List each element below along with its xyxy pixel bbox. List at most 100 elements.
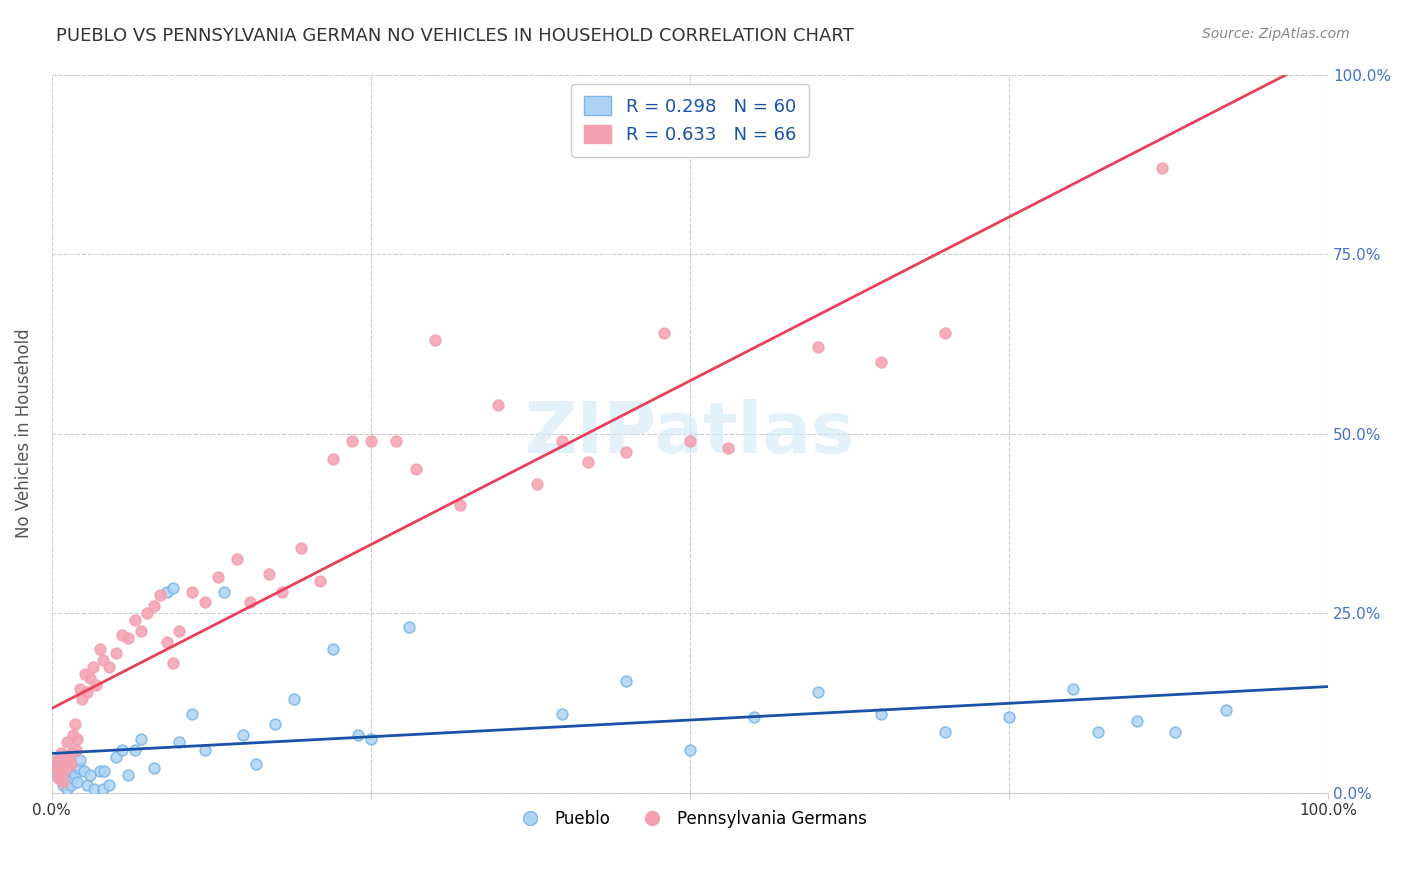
Point <box>51 772 73 786</box>
Point <box>194 742 217 756</box>
Point <box>156 584 179 599</box>
Point <box>69 753 91 767</box>
Point <box>117 632 139 646</box>
Point <box>551 434 574 448</box>
Point <box>149 588 172 602</box>
Point <box>76 685 98 699</box>
Point <box>89 642 111 657</box>
Point <box>48 764 70 778</box>
Point <box>76 779 98 793</box>
Point <box>360 434 382 448</box>
Point <box>181 706 204 721</box>
Point <box>870 355 893 369</box>
Point <box>73 764 96 778</box>
Point <box>45 767 67 781</box>
Point <box>129 731 152 746</box>
Point <box>79 671 101 685</box>
Text: PUEBLO VS PENNSYLVANIA GERMAN NO VEHICLES IN HOUSEHOLD CORRELATION CHART: PUEBLO VS PENNSYLVANIA GERMAN NO VEHICLE… <box>56 27 853 45</box>
Point <box>63 767 86 781</box>
Point <box>72 692 94 706</box>
Point <box>934 724 956 739</box>
Point <box>405 462 427 476</box>
Point <box>56 782 79 797</box>
Point <box>551 706 574 721</box>
Point <box>124 613 146 627</box>
Point <box>67 760 90 774</box>
Point <box>79 767 101 781</box>
Point <box>55 760 77 774</box>
Point <box>245 756 267 771</box>
Point <box>111 628 134 642</box>
Point <box>52 779 75 793</box>
Point <box>340 434 363 448</box>
Point <box>162 581 184 595</box>
Point <box>264 717 287 731</box>
Point <box>65 742 87 756</box>
Point <box>51 767 73 781</box>
Point <box>290 541 312 556</box>
Point <box>156 635 179 649</box>
Point <box>91 653 114 667</box>
Point <box>73 667 96 681</box>
Point <box>385 434 408 448</box>
Point <box>162 657 184 671</box>
Point <box>169 735 191 749</box>
Point <box>257 566 280 581</box>
Point <box>742 710 765 724</box>
Point <box>53 756 76 771</box>
Point <box>614 674 637 689</box>
Point <box>1125 714 1147 728</box>
Point <box>66 731 89 746</box>
Point <box>117 767 139 781</box>
Point <box>49 760 72 774</box>
Point <box>142 760 165 774</box>
Point <box>679 434 702 448</box>
Legend: Pueblo, Pennsylvania Germans: Pueblo, Pennsylvania Germans <box>506 804 873 835</box>
Point <box>91 782 114 797</box>
Point <box>63 717 86 731</box>
Point <box>322 451 344 466</box>
Point <box>62 772 84 786</box>
Point <box>55 749 77 764</box>
Point <box>934 326 956 340</box>
Point <box>59 764 82 778</box>
Point <box>181 584 204 599</box>
Point <box>46 772 69 786</box>
Text: ZIPatlas: ZIPatlas <box>524 399 855 468</box>
Point <box>1215 703 1237 717</box>
Point <box>614 444 637 458</box>
Point <box>225 552 247 566</box>
Point <box>347 728 370 742</box>
Point <box>48 764 70 778</box>
Point <box>308 574 330 588</box>
Point <box>56 735 79 749</box>
Point <box>654 326 676 340</box>
Point <box>124 742 146 756</box>
Point <box>82 660 104 674</box>
Point <box>58 767 80 781</box>
Point <box>45 760 67 774</box>
Point <box>239 595 262 609</box>
Point <box>142 599 165 613</box>
Point <box>66 775 89 789</box>
Point <box>194 595 217 609</box>
Point <box>232 728 254 742</box>
Point <box>488 398 510 412</box>
Point <box>283 692 305 706</box>
Point <box>806 340 828 354</box>
Point <box>576 455 599 469</box>
Text: Source: ZipAtlas.com: Source: ZipAtlas.com <box>1202 27 1350 41</box>
Point <box>89 764 111 778</box>
Point <box>93 764 115 778</box>
Point <box>58 753 80 767</box>
Point <box>398 620 420 634</box>
Point <box>52 775 75 789</box>
Point <box>98 660 121 674</box>
Point <box>86 678 108 692</box>
Point <box>49 746 72 760</box>
Point <box>1087 724 1109 739</box>
Point <box>449 499 471 513</box>
Point <box>806 685 828 699</box>
Point <box>62 728 84 742</box>
Point <box>104 646 127 660</box>
